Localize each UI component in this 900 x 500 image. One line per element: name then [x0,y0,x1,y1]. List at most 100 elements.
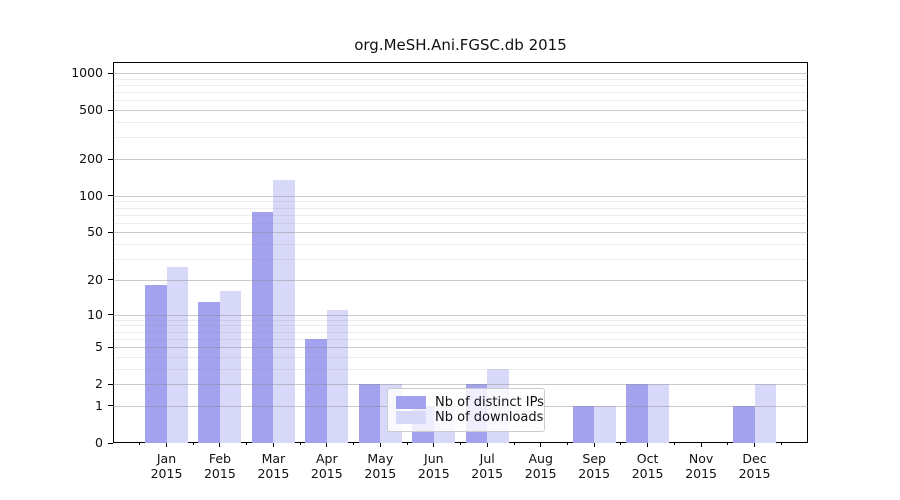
x-minor-tick-mark [460,443,461,445]
x-minor-tick-mark [566,443,568,445]
y-tick-mark [108,72,113,74]
x-tick-label-dec: Dec 2015 [738,451,771,481]
bar-mar-downloads [273,180,295,443]
y-tick-label: 50 [87,224,103,240]
legend: Nb of distinct IPs Nb of downloads [387,388,545,432]
bar-sep-distinct-ips [572,405,595,443]
x-tick-label-apr: Apr 2015 [310,451,343,481]
x-minor-tick-mark [139,443,141,445]
y-tick-label: 0 [95,435,103,450]
x-minor-tick-mark [353,443,355,445]
gridline-minor [113,338,808,340]
legend-label: Nb of distinct IPs [435,395,544,410]
gridline-minor [113,122,808,123]
y-tick-mark [108,383,113,385]
gridline-minor [113,244,808,246]
gridline-major [113,384,808,386]
gridline-minor [113,201,808,203]
x-minor-tick-mark [620,443,622,445]
gridline-minor [113,319,808,321]
gridline-minor [113,356,808,358]
y-tick-label: 500 [79,102,103,118]
x-tick-label-nov: Nov 2015 [685,451,717,481]
gridline-minor [113,259,808,261]
gridline-major [113,279,808,281]
y-tick-mark [108,109,113,111]
legend-item-distinct-ips: Nb of distinct IPs [396,395,544,410]
gridline-minor [113,325,808,327]
x-tick-label-may: May 2015 [364,451,397,481]
x-tick-label-jul: Jul 2015 [471,451,504,481]
gridline-major [113,73,808,74]
x-minor-tick-mark [246,443,248,445]
gridline-major [113,110,808,112]
x-tick-mark [486,443,488,447]
y-tick-label: 1 [95,397,103,413]
bar-feb-distinct-ips [198,301,220,443]
x-tick-mark [540,443,542,447]
gridline-major [113,159,808,160]
gridline-minor [113,368,808,370]
y-tick-label: 1000 [71,65,103,80]
x-tick-label-mar: Mar 2015 [257,451,290,481]
x-tick-label-jan: Jan 2015 [150,451,183,481]
legend-item-downloads: Nb of downloads [396,410,543,425]
bar-jan-distinct-ips [145,285,167,443]
bar-sep-downloads [594,405,616,443]
y-tick-mark [108,314,113,316]
legend-swatch-distinct-ips-icon [396,396,426,409]
x-minor-tick-mark [673,443,675,445]
bar-dec-downloads [754,384,776,443]
y-tick-label: 2 [95,376,103,392]
gridline-minor [113,137,808,139]
x-minor-tick-mark [727,443,729,445]
x-tick-mark [166,443,167,447]
y-tick-label: 10 [87,306,103,322]
y-tick-mark [108,231,113,233]
x-tick-label-sep: Sep 2015 [578,451,611,481]
y-tick-mark [108,195,113,197]
gridline-minor [113,207,808,209]
gridline-minor [113,222,808,224]
x-tick-mark [433,443,435,447]
bar-oct-distinct-ips [626,384,648,443]
plot-layer [113,62,808,443]
gridline-major [113,347,808,348]
x-tick-mark [700,443,702,447]
gridline-major [113,314,808,316]
gridline-minor [113,92,808,94]
x-tick-mark [593,443,595,447]
legend-label: Nb of downloads [435,410,544,425]
y-tick-label: 20 [87,271,103,287]
chart-title: org.MeSH.Ani.FGSC.db 2015 [354,36,567,54]
bar-dec-distinct-ips [733,405,755,443]
gridline-major [113,232,808,234]
bar-oct-downloads [647,384,670,443]
gridline-minor [113,214,808,216]
legend-swatch-downloads-icon [396,411,426,424]
bar-apr-distinct-ips [305,338,327,443]
x-tick-mark [219,443,221,447]
x-tick-mark [647,443,649,447]
x-tick-mark [272,443,274,447]
x-minor-tick-mark [299,443,301,445]
y-tick-label: 5 [95,339,103,354]
gridline-minor [113,78,808,80]
x-minor-tick-mark [780,443,782,445]
gridline-major [113,195,808,197]
x-tick-mark [754,443,755,447]
gridline-minor [113,100,808,102]
x-tick-mark [379,443,381,447]
x-tick-label-feb: Feb 2015 [203,451,236,481]
y-tick-label: 200 [79,151,103,166]
x-tick-label-aug: Aug 2015 [524,451,557,481]
x-tick-label-oct: Oct 2015 [631,451,664,481]
bar-may-distinct-ips [358,384,381,443]
gridline-minor [113,331,808,333]
y-tick-mark [108,346,113,348]
bar-apr-downloads [326,309,349,443]
bar-feb-downloads [219,291,242,443]
x-minor-tick-mark [406,443,408,445]
y-tick-mark [108,279,113,281]
